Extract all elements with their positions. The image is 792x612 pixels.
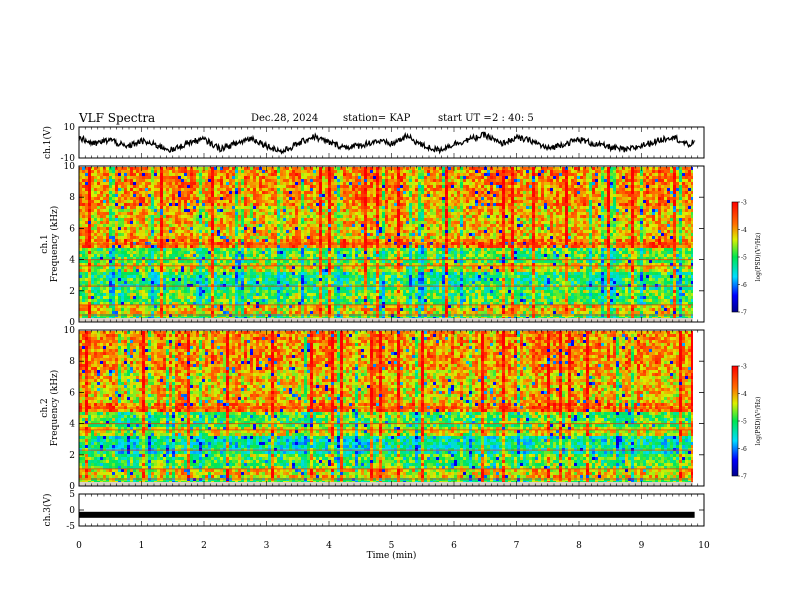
ch2-spectrogram-colorbar-tick: -7 (741, 474, 747, 481)
station-label: station= KAP (343, 113, 410, 124)
ch2-spectrogram-ytick-label: 8 (69, 357, 75, 367)
ch1-spectrogram-colorbar-tick: -3 (741, 200, 747, 207)
ch3-waveform-ytick-label: 5 (69, 490, 75, 500)
x-tick-label: 0 (76, 541, 82, 551)
x-tick-label: 1 (139, 541, 145, 551)
ch1-spectrogram-ylabel: ch.1 (40, 234, 50, 253)
ch1-spectrogram-ytick-label: 10 (64, 162, 76, 172)
x-tick-label: 5 (389, 541, 395, 551)
ch2-spectrogram-colorbar-tick: -3 (741, 364, 747, 371)
ch2-spectrogram-ytick-label: 0 (69, 482, 75, 492)
ch2-spectrogram-ylabel-units: Frequency (kHz) (49, 370, 60, 447)
ch1-spectrogram-ytick-label: 8 (69, 193, 75, 203)
ch3-waveform-band (79, 511, 695, 518)
ch2-spectrogram-colorbar (731, 365, 739, 477)
x-tick-label: 7 (514, 541, 520, 551)
ch1-waveform-point (156, 145, 158, 147)
ch1-spectrogram-colorbar-tick: -4 (741, 227, 747, 234)
ch2-spectrogram-colorbar-tick: -5 (741, 419, 747, 426)
ch1-spectrogram-ytick-label: 4 (69, 256, 75, 266)
ch1-waveform-ytick-label: 10 (64, 123, 76, 133)
ch1-waveform-ytick-label: -10 (61, 154, 76, 164)
ch3-waveform-ytick-label: -5 (66, 522, 75, 532)
chart-title: VLF Spectra (79, 111, 155, 125)
ch1-waveform-point (694, 140, 696, 142)
start-ut-label: start UT = (438, 113, 492, 124)
ch2-spectrogram-ytick-label: 6 (69, 388, 75, 398)
ch1-spectrogram-ytick-label: 2 (69, 287, 75, 297)
ch1-spectrogram-colorbar-tick: -5 (741, 255, 747, 262)
x-tick-label: 10 (698, 541, 710, 551)
ch1-spectrogram-colorbar-tick: -6 (741, 282, 747, 289)
ch1-waveform-line (78, 131, 695, 155)
start-ut-value: 2 : 40: 5 (492, 113, 534, 124)
x-tick-label: 4 (326, 541, 332, 551)
ch1-spectrogram-ylabel-units: Frequency (kHz) (49, 206, 60, 283)
x-tick-label: 3 (264, 541, 270, 551)
x-axis-label: Time (min) (367, 550, 417, 561)
ch1-spectrogram-image (79, 167, 693, 322)
ch3-waveform-ytick-label: 0 (69, 506, 75, 516)
ch1-spectrogram-colorbar-label: log(PSD)(V²/Hz) (755, 233, 762, 282)
ch2-spectrogram-colorbar-tick: -6 (741, 446, 747, 453)
ch2-spectrogram-colorbar-label: log(PSD)(V²/Hz) (755, 397, 762, 446)
x-tick-label: 9 (639, 541, 645, 551)
ch1-waveform-ylabel: ch.1(V) (42, 126, 53, 159)
ch2-spectrogram-colorbar-tick: -4 (741, 391, 747, 398)
ch2-spectrogram-ytick-label: 4 (69, 420, 75, 430)
x-tick-label: 6 (451, 541, 457, 551)
ch1-spectrogram-colorbar-tick: -7 (741, 310, 747, 317)
ch2-spectrogram-ytick-label: 2 (69, 451, 75, 461)
ch1-waveform-point (594, 143, 596, 145)
ch2-spectrogram-image (79, 331, 693, 486)
ch2-spectrogram-ylabel: ch.2 (40, 398, 50, 417)
ch1-spectrogram-colorbar (731, 201, 739, 313)
x-tick-label: 8 (576, 541, 582, 551)
ch1-waveform-point (562, 143, 564, 145)
x-tick-label: 2 (201, 541, 207, 551)
date-label: Dec.28, 2024 (251, 113, 318, 124)
ch3-waveform-ylabel: ch.3(V) (42, 494, 53, 527)
ch2-spectrogram-ytick-label: 10 (64, 326, 76, 336)
ch1-spectrogram-ytick-label: 6 (69, 224, 75, 234)
ch1-spectrogram-ytick-label: 0 (69, 318, 75, 328)
